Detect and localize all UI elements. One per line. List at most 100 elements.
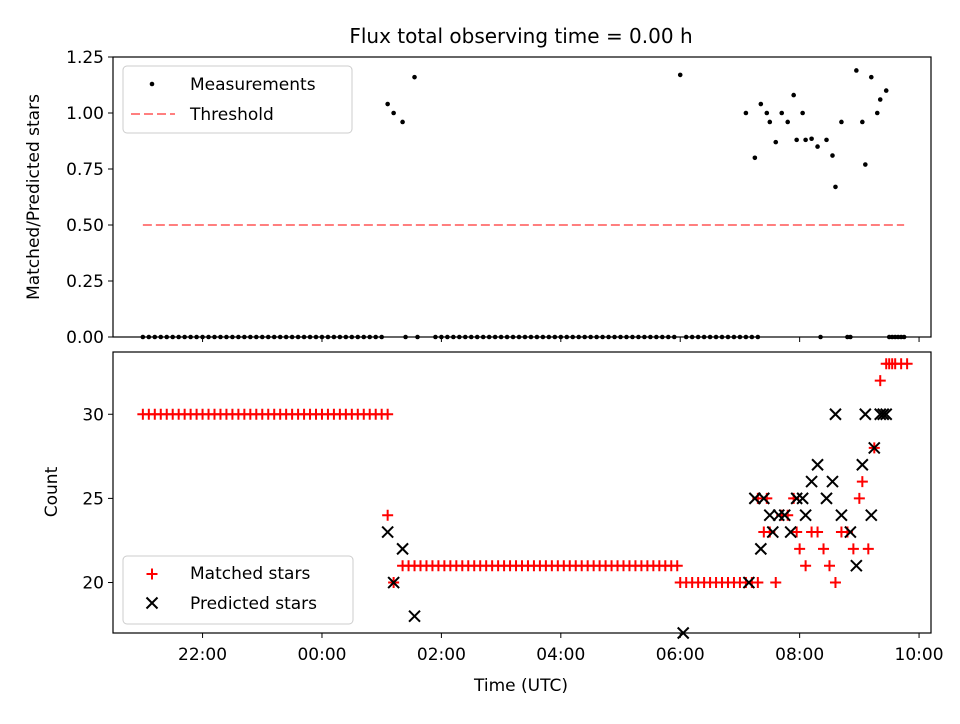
measurement-point [767, 119, 773, 125]
measurement-point [385, 101, 390, 107]
predicted-star-marker [805, 475, 818, 488]
predicted-star-marker [754, 542, 768, 556]
x-tick-label: 22:00 [178, 645, 227, 665]
top-panel: 0.00 0.25 0.50 0.75 1.00 1.25 Measurements Thre… [66, 48, 932, 348]
predicted-star-marker [766, 525, 779, 539]
matched-star-marker [818, 543, 830, 555]
bottom-plot-frame [112, 351, 932, 634]
predicted-star-marker [880, 408, 893, 421]
matched-star-marker [847, 543, 859, 555]
predicted-star-marker [835, 509, 848, 522]
matched-star-marker [823, 560, 835, 572]
bottom-y-tick-label: 20 [82, 574, 104, 594]
bottom-panel: 20 25 30 22:00 00:00 02:00 04:00 06:00 08:00 10:0… [82, 351, 944, 665]
measurement-point [677, 72, 683, 78]
legend-label-measurements: Measurements [190, 75, 316, 95]
top-y-tick-label: 1.00 [66, 104, 104, 124]
top-plot-frame [112, 56, 932, 338]
matched-star-marker [794, 543, 806, 555]
x-tick-label: 10:00 [895, 645, 944, 665]
measurement-point [833, 184, 838, 190]
measurement-point [830, 153, 835, 158]
top-legend-box [122, 65, 353, 134]
chart-title: Flux total observing time = 0.00 h [349, 24, 692, 48]
measurement-point [868, 74, 874, 80]
measurement-point [400, 119, 405, 125]
predicted-star-marker [826, 475, 839, 488]
matched-star-marker [770, 577, 782, 589]
predicted-star-marker [757, 492, 771, 505]
matched-star-marker [874, 375, 886, 387]
matched-star-marker [752, 577, 764, 589]
predicted-star-marker [877, 408, 890, 421]
measurement-point [863, 162, 868, 167]
measurement-point [800, 110, 805, 116]
measurement-point [764, 110, 770, 116]
measurement-point [391, 110, 396, 116]
bottom-legend: Matched stars Predicted stars [122, 555, 354, 625]
predicted-star-marker [868, 441, 881, 455]
matched-star-marker [671, 560, 683, 572]
matched-star-marker [862, 543, 874, 555]
predicted-star-marker [829, 408, 842, 421]
predicted-star-marker [396, 542, 409, 556]
matched-star-marker [856, 476, 868, 488]
bottom-y-axis-label: Count [42, 466, 62, 517]
matched-star-marker [812, 526, 824, 538]
top-y-axis-label: Matched/Predicted stars [24, 94, 44, 300]
measurement-point [809, 136, 814, 142]
measurement-point [860, 119, 865, 125]
predicted-star-marker [856, 458, 869, 471]
measurement-point [815, 144, 820, 149]
predicted-star-marker [748, 492, 762, 505]
matched-star-marker [382, 408, 394, 420]
top-y-tick-label: 0.75 [66, 160, 104, 180]
predicted-star-marker [859, 408, 872, 421]
predicted-star-marker [811, 458, 824, 471]
measurement-point [779, 110, 785, 116]
top-y-tick-label: 0.50 [66, 216, 104, 236]
measurement-point [794, 137, 799, 143]
measurement-point [877, 97, 883, 102]
x-tick-label: 06:00 [656, 645, 705, 665]
measurement-point [874, 110, 880, 116]
matched-star-marker [853, 492, 865, 504]
predicted-star-marker [778, 509, 791, 522]
measurement-point [839, 119, 844, 125]
bottom-legend-box [122, 555, 354, 625]
predicted-star-marker [784, 525, 797, 539]
matched-star-marker [382, 509, 394, 521]
bottom-y-tick-label: 25 [82, 489, 104, 509]
bottom-y-tick-label: 30 [82, 405, 104, 425]
matched-star-marker [901, 358, 913, 370]
matched-star-marker [800, 560, 812, 572]
measurement-point [412, 74, 417, 80]
top-y-tick-label: 1.25 [66, 48, 104, 68]
legend-label-threshold: Threshold [189, 105, 274, 125]
x-tick-label: 08:00 [775, 645, 824, 665]
measurement-point [752, 155, 758, 161]
predicted-star-marker [742, 576, 756, 589]
legend-marker-measurements [149, 81, 155, 87]
measurement-point [854, 68, 859, 73]
predicted-star-marker [145, 596, 159, 610]
measurement-point [803, 137, 808, 143]
matched-star-marker [146, 568, 158, 580]
predicted-star-marker [844, 525, 857, 539]
predicted-star-marker [820, 492, 833, 505]
measurement-point [773, 139, 779, 145]
top-y-tick-label: 0.25 [66, 272, 104, 292]
top-legend: Measurements Threshold [122, 65, 353, 134]
predicted-star-marker [763, 509, 776, 522]
measurement-point [743, 110, 749, 116]
x-tick-label: 04:00 [536, 645, 585, 665]
predicted-star-marker [799, 509, 812, 522]
matched-star-marker [829, 577, 841, 589]
predicted-star-marker [387, 576, 400, 589]
top-y-tick-label: 0.00 [66, 328, 104, 348]
predicted-star-marker [865, 509, 878, 522]
measurement-point [791, 92, 796, 98]
measurement-point [883, 88, 889, 93]
measurement-point [824, 137, 829, 143]
